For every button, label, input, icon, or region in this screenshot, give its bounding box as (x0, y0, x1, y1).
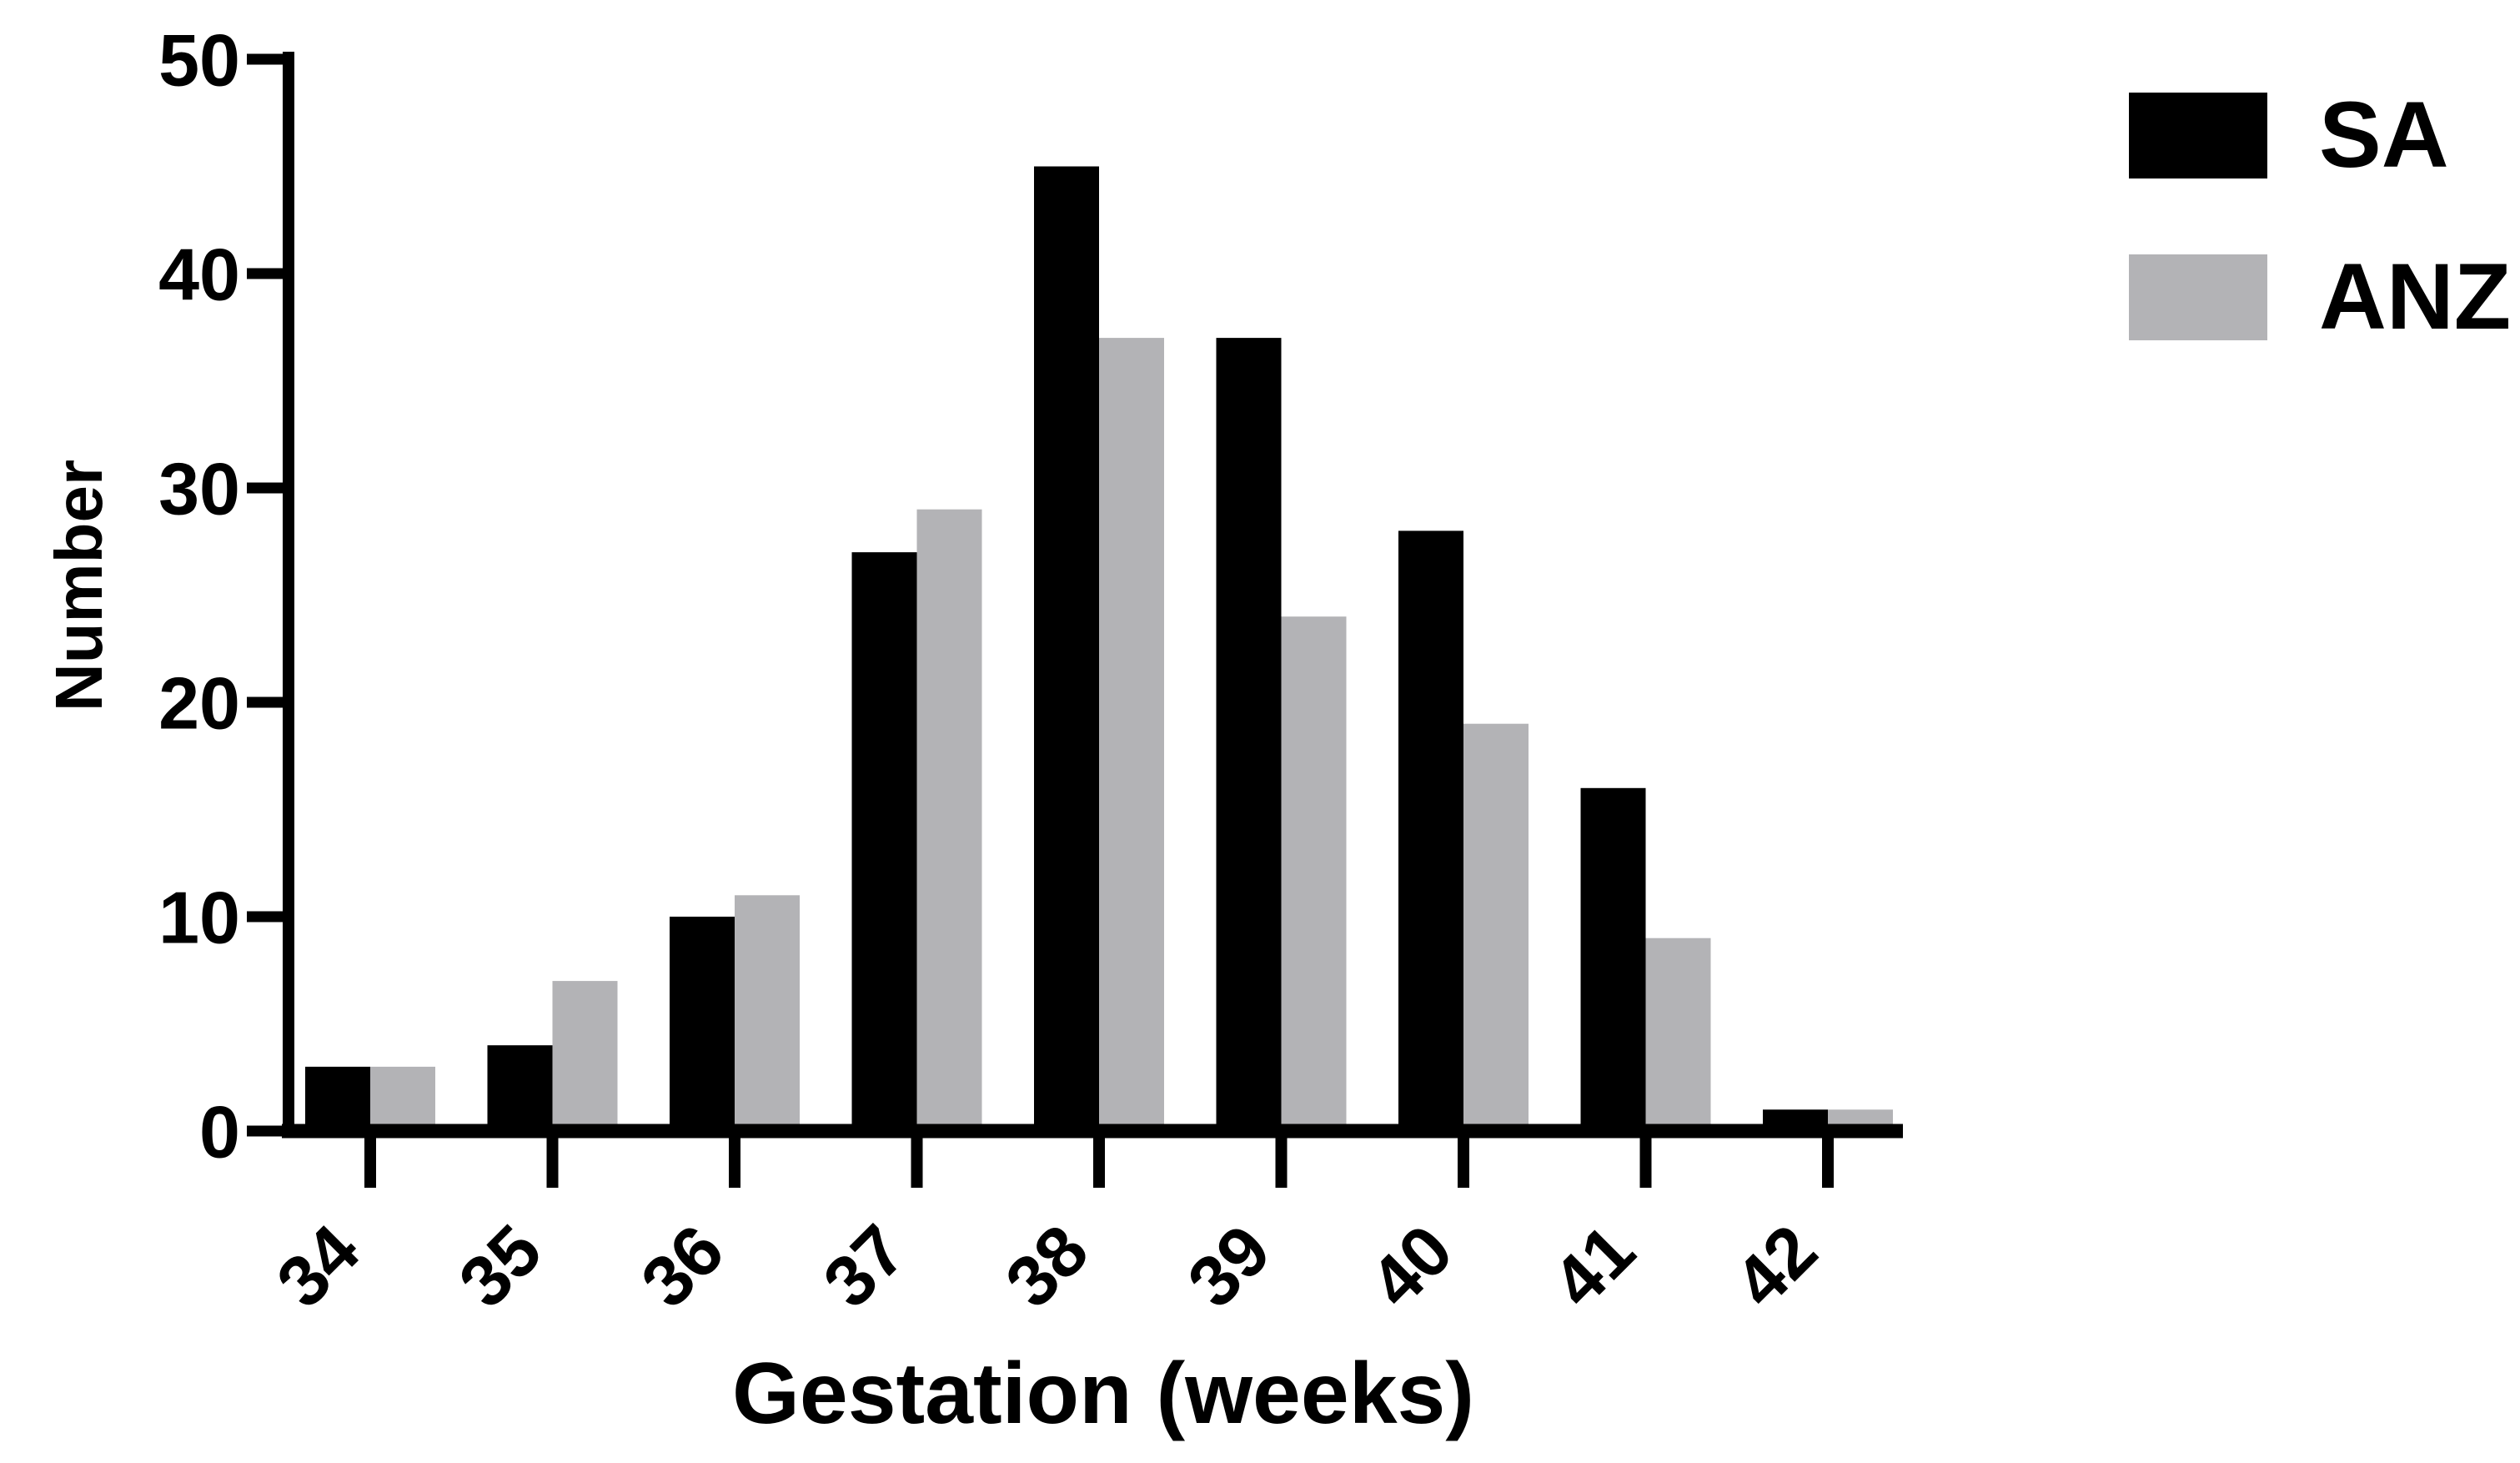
bar-sa-37 (851, 552, 917, 1131)
legend-swatch-anz (2129, 254, 2267, 340)
legend: SA ANZ (2129, 83, 2512, 349)
bar-sa-35 (487, 1045, 553, 1131)
legend-label-sa: SA (2319, 83, 2449, 187)
y-tick-label-0: 0 (199, 1091, 240, 1174)
x-tick-label-34: 34 (262, 1209, 375, 1323)
y-tick-label-30: 30 (158, 448, 240, 530)
legend-item-sa: SA (2129, 83, 2511, 187)
x-tick-label-39: 39 (1172, 1210, 1286, 1324)
bar-sa-39 (1216, 338, 1282, 1132)
bar-sa-41 (1580, 787, 1646, 1131)
y-tick-label-10: 10 (158, 877, 240, 959)
bar-sa-40 (1398, 530, 1463, 1131)
x-tick-label-40: 40 (1355, 1210, 1468, 1324)
bar-anz-37 (916, 509, 982, 1131)
x-tick-label-41: 41 (1537, 1210, 1650, 1324)
y-tick-label-50: 50 (158, 19, 240, 102)
bar-anz-40 (1463, 723, 1529, 1131)
bar-sa-36 (670, 917, 735, 1131)
x-tick-label-35: 35 (444, 1210, 557, 1324)
bar-anz-38 (1099, 338, 1164, 1132)
y-tick-label-20: 20 (158, 662, 240, 745)
y-tick-label-40: 40 (158, 234, 240, 316)
x-tick-label-38: 38 (991, 1210, 1104, 1324)
x-tick-label-37: 37 (808, 1210, 921, 1324)
bar-anz-39 (1281, 616, 1347, 1131)
bar-anz-35 (552, 981, 618, 1131)
x-tick-label-36: 36 (626, 1210, 740, 1324)
bar-anz-36 (735, 895, 800, 1131)
bar-anz-41 (1645, 938, 1711, 1131)
bar-sa-34 (305, 1066, 370, 1131)
legend-label-anz: ANZ (2319, 244, 2512, 349)
bar-sa-38 (1034, 166, 1099, 1131)
y-axis-title: Number (42, 459, 116, 712)
bar-anz-34 (370, 1066, 435, 1131)
x-axis-title: Gestation (weeks) (731, 1345, 1475, 1442)
legend-item-anz: ANZ (2129, 244, 2512, 349)
x-tick-label-42: 42 (1719, 1210, 1833, 1324)
legend-swatch-sa (2129, 92, 2267, 178)
